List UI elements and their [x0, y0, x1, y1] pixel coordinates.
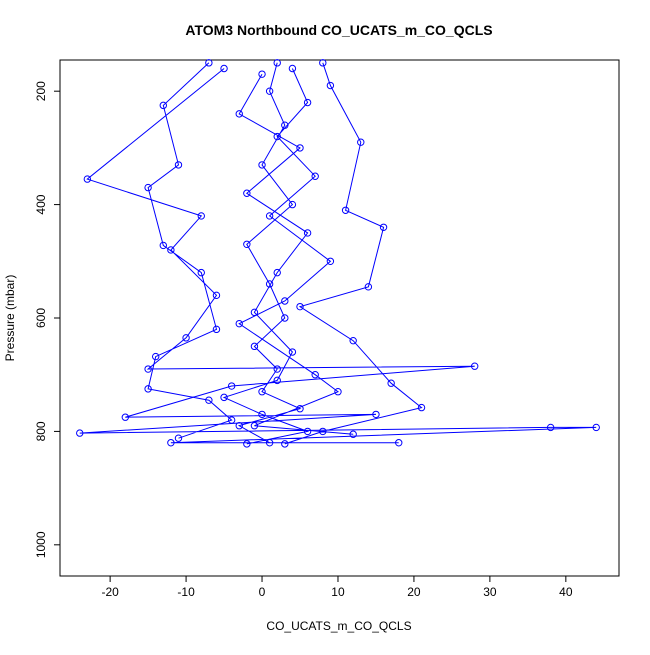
data-point: [281, 314, 289, 322]
x-tick-label: 20: [407, 585, 421, 599]
data-point: [121, 413, 130, 421]
data-point: [205, 59, 213, 67]
data-point: [296, 302, 304, 311]
data-point: [357, 138, 365, 146]
data-point: [417, 403, 426, 412]
data-point: [265, 212, 274, 220]
data-point: [303, 98, 312, 107]
data-point: [144, 385, 152, 393]
data-point: [288, 200, 297, 209]
data-point: [349, 430, 357, 438]
data-point: [372, 410, 380, 419]
data-point: [387, 379, 395, 387]
data-point: [303, 229, 312, 237]
data-point: [273, 376, 281, 385]
data-point: [235, 319, 243, 328]
data-point: [592, 423, 600, 432]
data-point: [83, 175, 92, 183]
data-point: [364, 283, 373, 291]
x-tick-label: -10: [177, 585, 195, 599]
data-point: [243, 440, 251, 448]
data-point: [144, 183, 152, 192]
data-point: [273, 268, 281, 277]
data-point: [311, 371, 319, 379]
data-point: [197, 212, 205, 220]
data-point: [319, 427, 327, 436]
data-point: [334, 388, 342, 396]
data-point: [220, 393, 228, 402]
data-point: [546, 423, 555, 432]
x-axis-label: CO_UCATS_m_CO_QCLS: [266, 619, 411, 633]
data-point: [379, 223, 388, 231]
data-point: [174, 161, 183, 169]
y-tick-label: 200: [34, 81, 48, 101]
data-point: [470, 362, 479, 370]
data-point: [273, 59, 281, 67]
x-tick-label: -20: [101, 585, 119, 599]
data-point: [273, 365, 281, 373]
data-point: [235, 422, 243, 430]
data-point: [250, 308, 259, 317]
data-point: [205, 396, 213, 404]
y-tick-label: 1000: [34, 531, 48, 558]
data-point: [319, 59, 327, 67]
data-point: [288, 64, 297, 73]
x-tick-label: 0: [259, 585, 266, 599]
data-point: [265, 87, 274, 95]
data-point: [296, 144, 304, 152]
data-point: [303, 427, 312, 436]
data-point: [212, 291, 221, 300]
y-axis-label: Pressure (mbar): [3, 275, 17, 362]
data-point: [341, 206, 350, 214]
chart-title: ATOM3 Northbound CO_UCATS_m_CO_QCLS: [185, 22, 492, 38]
data-point: [258, 161, 266, 169]
data-point: [258, 388, 266, 396]
data-point: [250, 342, 259, 351]
y-tick-label: 600: [34, 308, 48, 328]
data-point: [273, 132, 281, 141]
data-point: [281, 297, 289, 305]
data-point: [326, 257, 335, 265]
x-tick-label: 40: [559, 585, 573, 599]
data-point: [258, 70, 266, 78]
data-point: [243, 189, 251, 197]
x-tick-label: 30: [483, 585, 497, 599]
data-point: [258, 410, 266, 419]
data-point: [174, 434, 183, 442]
data-point: [167, 246, 175, 254]
data-point: [296, 405, 304, 413]
data-point: [326, 81, 335, 90]
data-point: [281, 440, 289, 448]
data-point: [159, 101, 167, 110]
data-point: [281, 121, 289, 129]
data-point: [167, 439, 175, 447]
data-point: [250, 422, 259, 430]
data-point: [197, 268, 205, 277]
data-point: [265, 280, 274, 288]
data-point: [311, 172, 319, 180]
data-line: [79, 62, 597, 445]
data-point: [227, 382, 236, 390]
data-point: [227, 416, 236, 424]
data-point: [212, 325, 221, 334]
data-point: [220, 64, 228, 73]
data-point: [243, 240, 251, 248]
data-point: [265, 439, 274, 447]
data-point: [288, 348, 297, 356]
y-tick-label: 400: [34, 194, 48, 214]
y-tick-label: 800: [34, 421, 48, 441]
data-point: [395, 439, 403, 447]
data-point: [151, 352, 160, 361]
data-point: [144, 365, 152, 373]
data-point: [182, 334, 190, 342]
data-point: [235, 110, 243, 118]
data-point: [349, 336, 357, 345]
x-tick-label: 10: [331, 585, 345, 599]
data-point: [159, 241, 167, 250]
data-point: [76, 429, 84, 437]
